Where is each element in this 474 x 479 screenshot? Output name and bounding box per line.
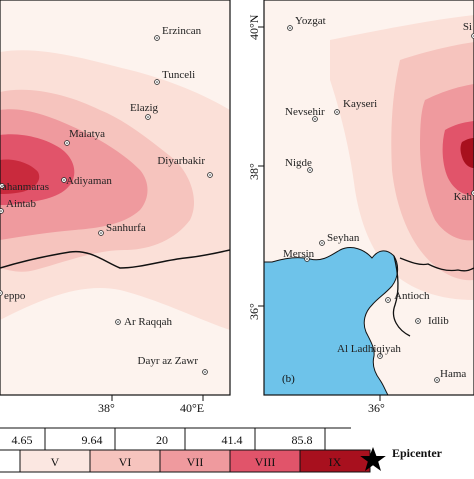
panel-a-city-label: Aintab (6, 198, 36, 210)
x-tick-38: 38° (98, 401, 115, 415)
panel-b-city-label: Antioch (394, 290, 430, 302)
legend-threshold-value: 41.4 (222, 433, 243, 447)
y-tick-36: 36° (247, 303, 261, 320)
panel-b-city-label: Al Ladhiqiyah (337, 343, 401, 355)
panel-a-city-label: Tunceli (162, 69, 195, 81)
epicenter-legend-label: Epicenter (392, 446, 443, 460)
panel-a-city-label: eppo (4, 290, 26, 302)
x-tick-40e: 40°E (180, 401, 204, 415)
panel-b-city-label: Idlib (428, 315, 449, 327)
legend-class-label: VII (187, 455, 204, 469)
legend-class-label: VIII (255, 455, 276, 469)
legend-threshold-value: 4.65 (12, 433, 33, 447)
panel-a-city-label: ahanmaras (2, 181, 49, 193)
panel-a-city-label: Elazig (130, 102, 159, 114)
panel-a-city-label: Dayr az Zawr (138, 355, 199, 367)
panel-a-city-label: Adiyaman (66, 175, 112, 187)
legend-threshold-value: 20 (156, 433, 168, 447)
legend-class-label: V (51, 455, 60, 469)
legend-threshold-value: 9.64 (82, 433, 103, 447)
panel-a-city-label: Erzincan (162, 25, 202, 37)
panel-b-city-label: Yozgat (295, 15, 326, 27)
panel-a-x-ticks: 38° 40°E (98, 395, 204, 415)
panel-b-city-label: Mersin (283, 248, 315, 260)
panel-b-city-label: Si (463, 21, 472, 33)
panel-b-label: (b) (282, 373, 295, 385)
panel-b-city-label: Nigde (285, 157, 312, 169)
panel-b-city-label: Kah (454, 191, 473, 203)
legend-class-label: VI (119, 455, 132, 469)
y-tick-38: 38° (247, 163, 261, 180)
panel-a-city-label: Ar Raqqah (124, 316, 172, 328)
panel-a-city-label: Sanhurfa (106, 222, 146, 234)
legend-class-label: IX (329, 455, 342, 469)
panel-b-city-label: Nevsehir (285, 106, 325, 118)
panel-b-city-label: Kayseri (343, 98, 377, 110)
panel-b-map (264, 0, 474, 395)
x-tick-36: 36° (368, 401, 385, 415)
intensity-legend: 4.65 9.64 20 41.4 85.8 V VI VII VIII IX Epicente… (0, 428, 443, 472)
panel-a-city-label: Diyarbakir (157, 155, 205, 167)
panel-a-city-label: Malatya (69, 128, 105, 140)
y-tick-40n: 40°N (247, 14, 261, 40)
panel-b-city-label: Hama (440, 368, 466, 380)
panel-b-city-label: Seyhan (327, 232, 360, 244)
legend-threshold-value: 85.8 (292, 433, 313, 447)
